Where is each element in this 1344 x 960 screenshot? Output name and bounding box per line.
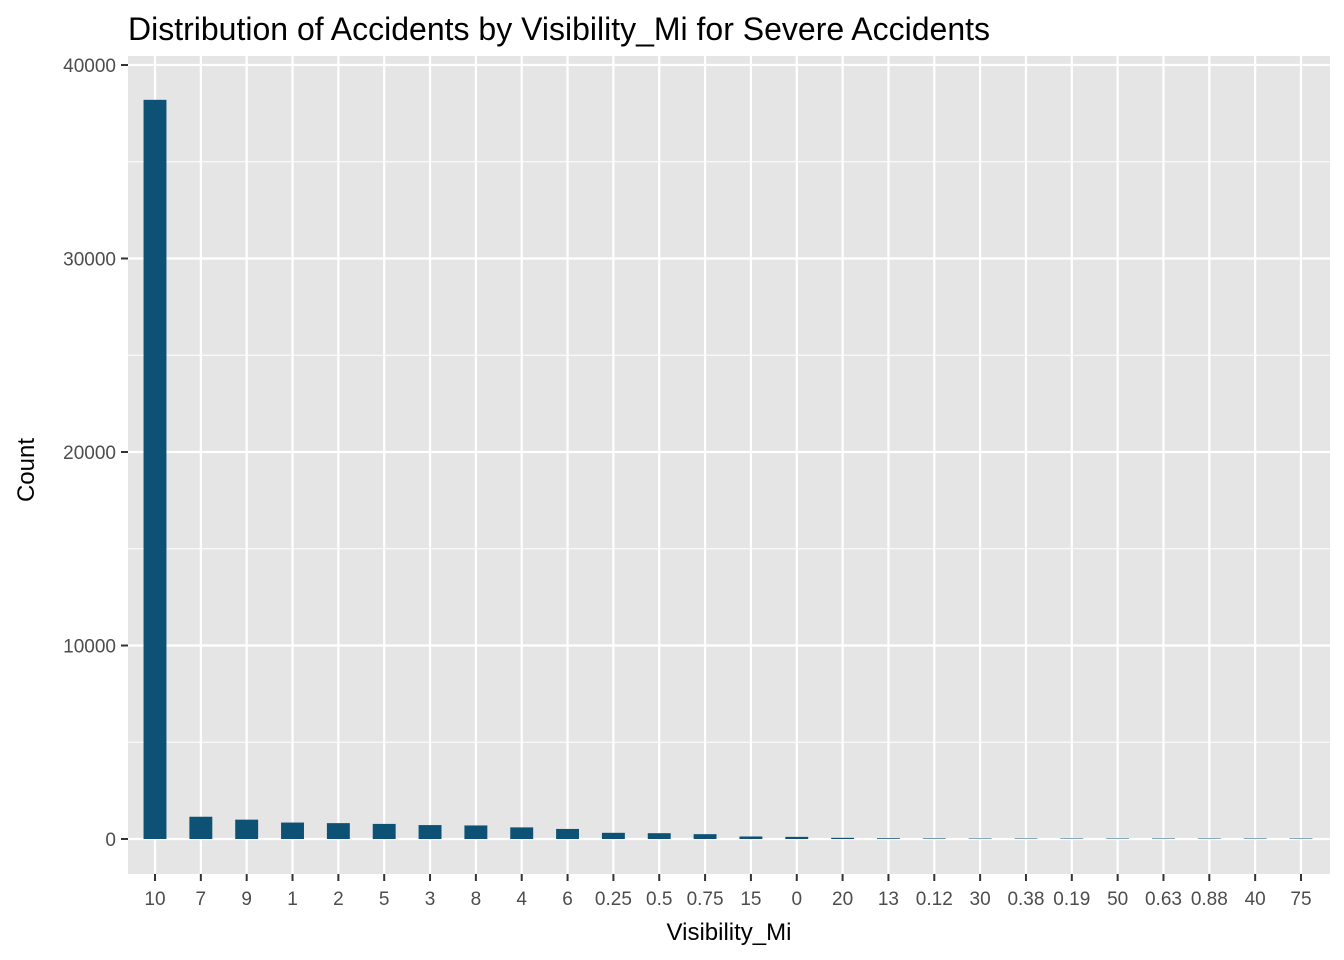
bar [372, 823, 396, 839]
bar [1106, 838, 1130, 839]
x-tick-label: 8 [471, 889, 482, 910]
x-tick-label: 0.25 [595, 889, 632, 910]
y-axis: 0 10000 20000 30000 40000 [63, 56, 128, 851]
bar [876, 838, 900, 839]
y-tick-label: 40000 [63, 56, 116, 77]
y-tick-label: 0 [105, 830, 116, 851]
plot-panel [128, 56, 1330, 874]
x-tick-label: 6 [562, 889, 573, 910]
minor-gridlines [128, 161, 1330, 743]
bar [1289, 838, 1313, 839]
x-tick-label: 0.38 [1007, 889, 1044, 910]
x-tick-label: 40 [1245, 889, 1266, 910]
x-tick-label: 1 [287, 889, 298, 910]
x-tick-label: 20 [832, 889, 853, 910]
x-tick-label: 0.19 [1053, 889, 1090, 910]
x-axis-title: Visibility_Mi [667, 919, 792, 946]
y-tick-label: 30000 [63, 250, 116, 271]
x-tick-label: 0.5 [646, 889, 672, 910]
bar [464, 825, 488, 839]
bar [831, 837, 855, 839]
x-tick-label: 0 [791, 889, 802, 910]
y-tick-label: 20000 [63, 443, 116, 464]
bar [922, 838, 946, 839]
bar [143, 99, 167, 839]
bar [510, 827, 534, 839]
y-tick-label: 10000 [63, 637, 116, 658]
bar [739, 836, 763, 839]
bar [1060, 838, 1084, 839]
x-tick-label: 30 [970, 889, 991, 910]
x-tick-label: 0.12 [916, 889, 953, 910]
x-tick-label: 13 [878, 889, 899, 910]
bar [601, 832, 625, 839]
bar [968, 838, 992, 839]
x-tick-label: 3 [425, 889, 436, 910]
bar [556, 828, 580, 839]
bar [235, 819, 259, 839]
x-tick-label: 50 [1107, 889, 1128, 910]
x-tick-label: 4 [516, 889, 527, 910]
x-tick-label: 10 [144, 889, 165, 910]
bar [1243, 838, 1267, 839]
bar [785, 836, 809, 839]
bar [647, 833, 671, 839]
x-tick-label: 5 [379, 889, 390, 910]
x-tick-label: 2 [333, 889, 344, 910]
bar [281, 822, 304, 839]
bar [1014, 838, 1038, 839]
x-tick-label: 9 [241, 889, 252, 910]
x-tick-label: 0.63 [1145, 889, 1182, 910]
bar [326, 823, 350, 839]
x-tick-label: 7 [196, 889, 207, 910]
x-axis: 10 7 9 1 2 5 3 8 4 6 0.25 0.5 0.75 15 0 20 13 0.12 30 0.38 0… [144, 874, 1312, 910]
x-tick-label: 0.88 [1191, 889, 1228, 910]
bars [143, 99, 1313, 839]
x-tick-label: 15 [740, 889, 761, 910]
bar [1197, 838, 1221, 839]
bar [418, 825, 442, 839]
y-axis-title: Count [13, 438, 40, 502]
x-tick-label: 0.75 [687, 889, 724, 910]
chart-title: Distribution of Accidents by Visibility_… [128, 11, 990, 47]
bar [189, 816, 213, 839]
bar [693, 834, 717, 839]
x-tick-label: 75 [1290, 889, 1311, 910]
bar [1152, 838, 1175, 839]
